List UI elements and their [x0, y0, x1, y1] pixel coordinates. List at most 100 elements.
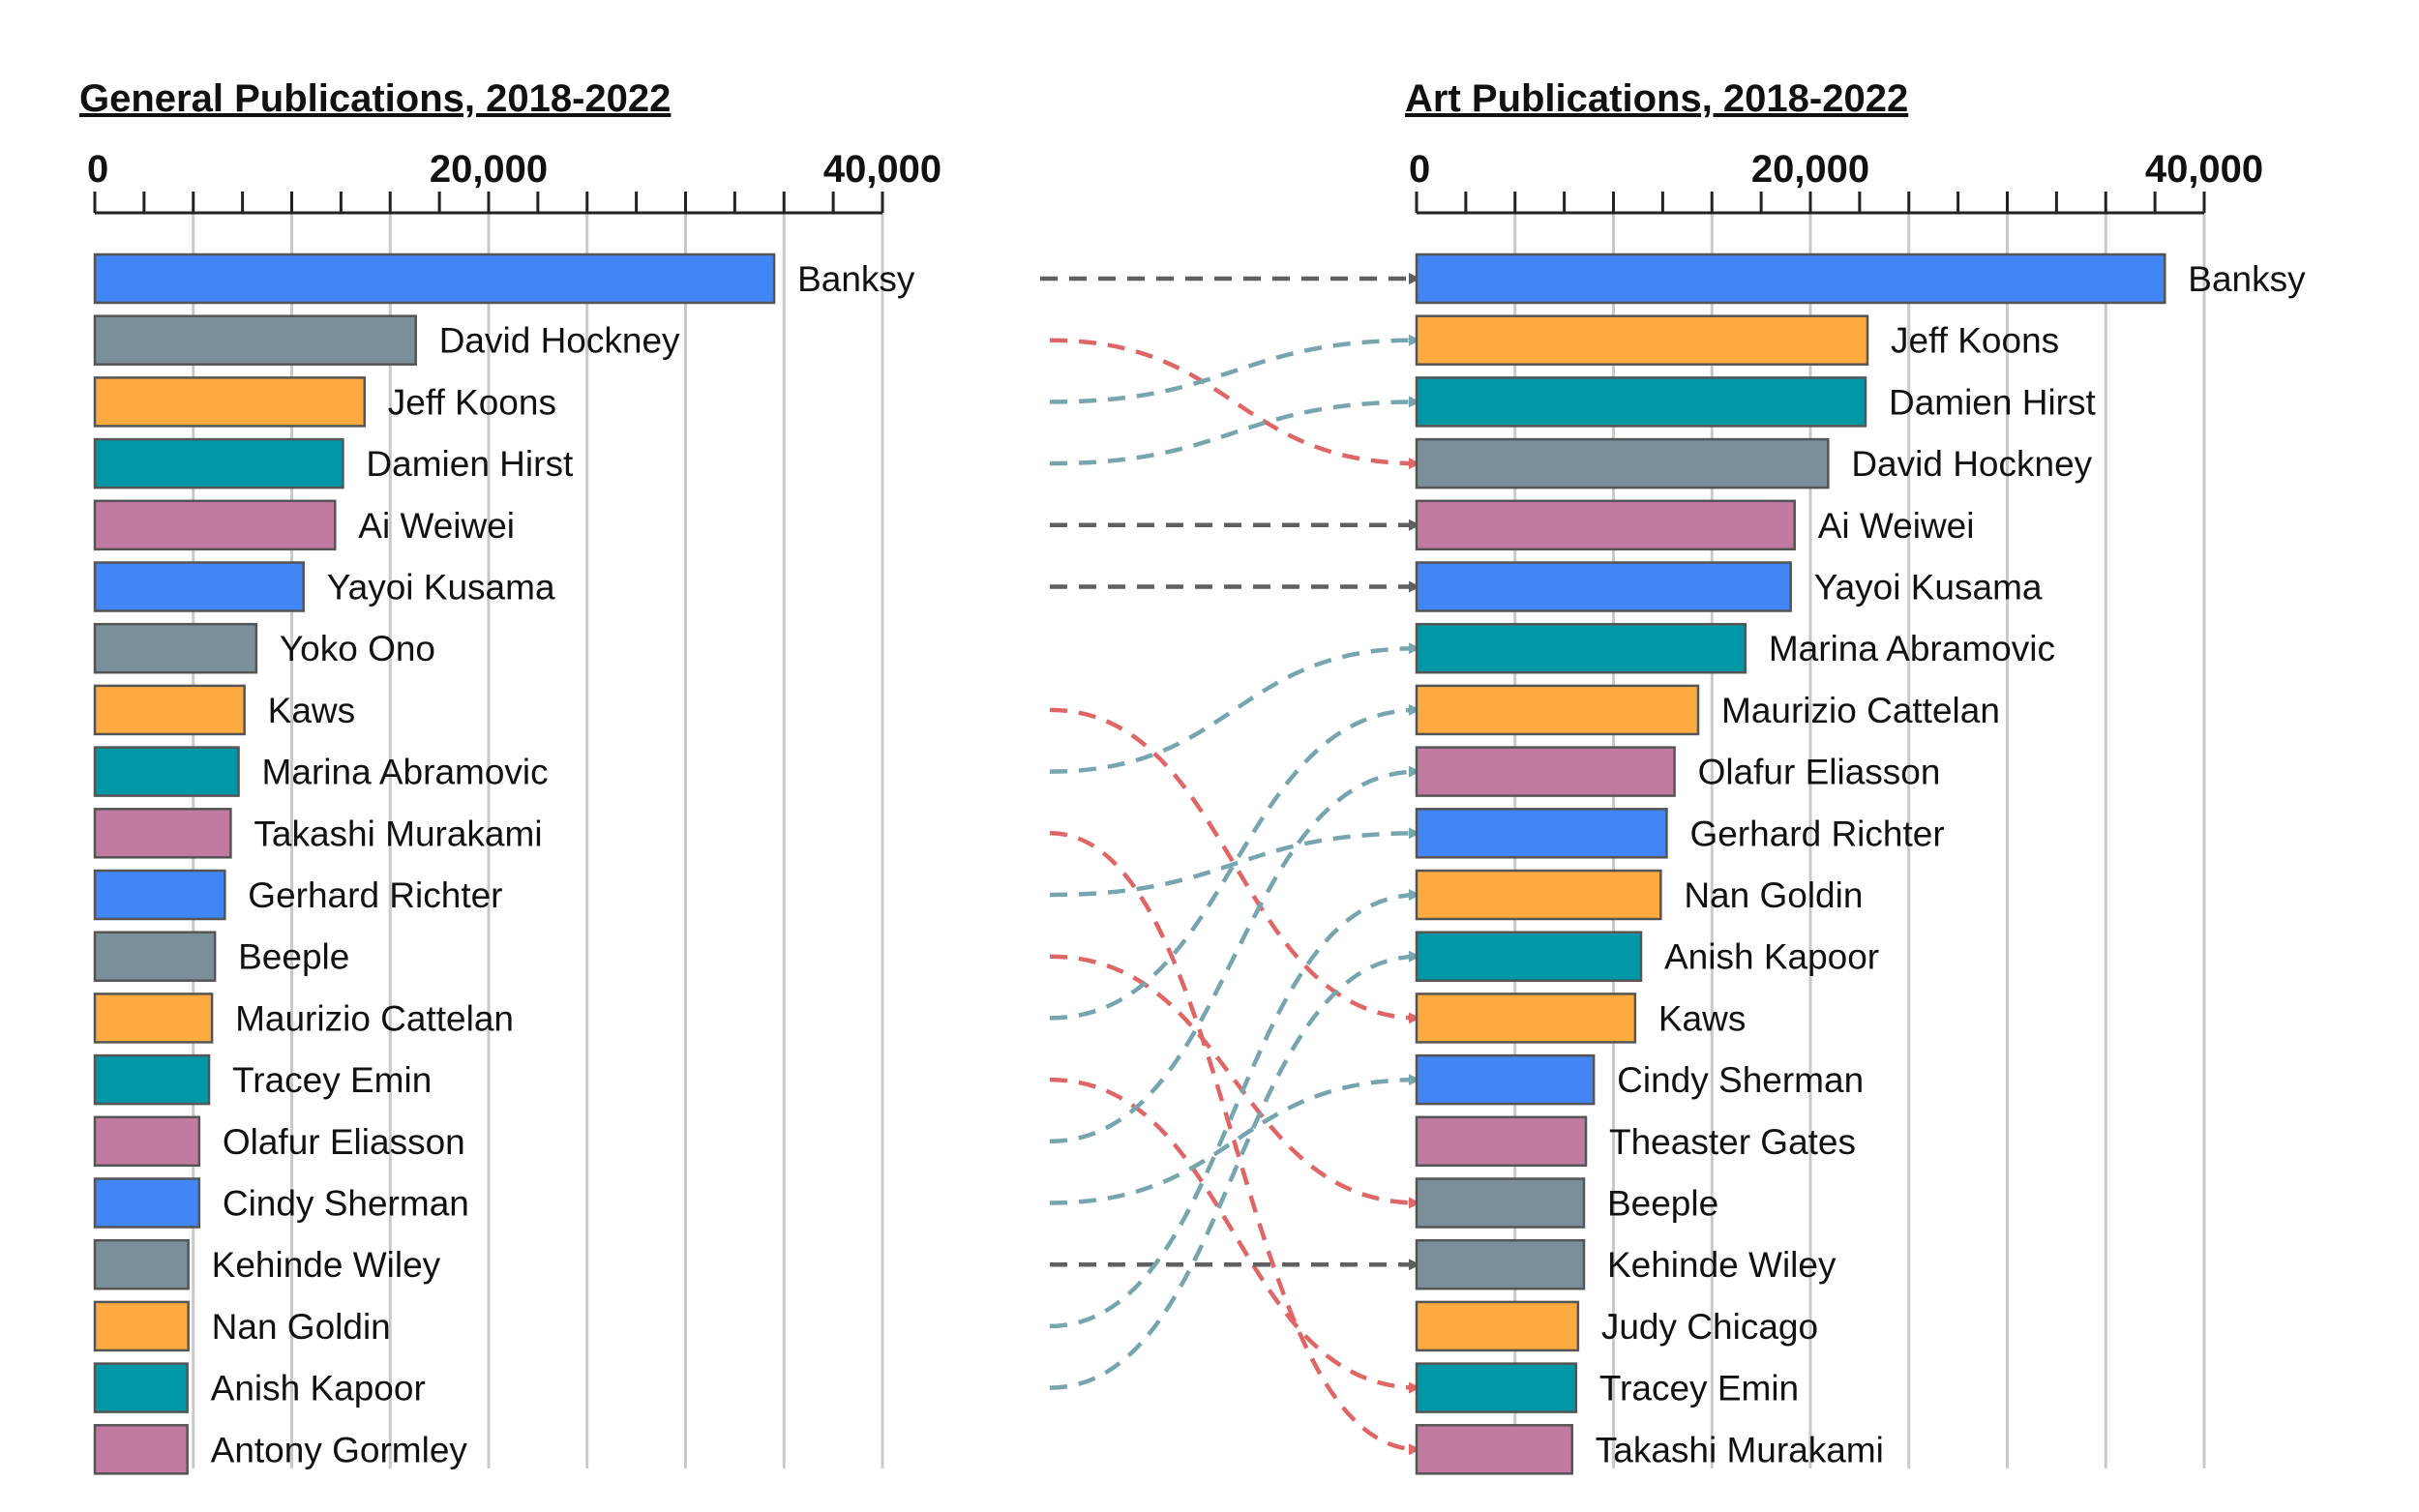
art-bar-olafur-eliasson	[1415, 746, 1676, 797]
connector-gerhard-richter	[1049, 827, 1420, 898]
connector-kaws	[1049, 707, 1420, 1024]
connector-david-hockney	[1049, 338, 1420, 470]
general-bar-label-antony-gormley: Antony Gormley	[211, 1430, 468, 1469]
general-bar-marina-abramovic	[93, 746, 240, 797]
general-bar-group-kaws: Kaws	[93, 684, 355, 736]
general-bar-label-takashi-murakami: Takashi Murakami	[254, 814, 542, 853]
art-bar-banksy	[1415, 252, 2166, 305]
art-bar-cindy-sherman	[1415, 1053, 1596, 1106]
art-bar-gerhard-richter	[1415, 808, 1668, 859]
general-bar-group-nan-goldin: Nan Goldin	[93, 1300, 391, 1352]
art-bar-group-yayoi-kusama: Yayoi Kusama	[1415, 561, 2043, 612]
general-bar-label-yayoi-kusama: Yayoi Kusama	[327, 568, 555, 608]
general-bar-label-yoko-ono: Yoko Ono	[280, 629, 435, 668]
art-bar-label-cindy-sherman: Cindy Sherman	[1617, 1060, 1864, 1100]
art-bar-judy-chicago	[1415, 1300, 1580, 1352]
art-bar-beeple	[1415, 1177, 1586, 1229]
art-bar-group-jeff-koons: Jeff Koons	[1415, 314, 2059, 366]
general-bar-group-gerhard-richter: Gerhard Richter	[93, 869, 503, 921]
art-bar-theaster-gates	[1415, 1115, 1588, 1168]
art-bar-david-hockney	[1415, 437, 1830, 489]
art-bar-group-tracey-emin: Tracey Emin	[1415, 1362, 1799, 1413]
general-bar-yoko-ono	[93, 622, 258, 674]
art-bar-group-david-hockney: David Hockney	[1415, 437, 2093, 489]
art-bar-group-theaster-gates: Theaster Gates	[1415, 1115, 1856, 1168]
connector-anish-kapoor	[1049, 950, 1420, 1390]
art-bar-label-maurizio-cattelan: Maurizio Cattelan	[1721, 691, 2000, 730]
general-bar-label-david-hockney: David Hockney	[439, 321, 680, 361]
connector-tracey-emin	[1049, 1077, 1420, 1394]
connector-marina-abramovic	[1049, 642, 1420, 774]
art-bar-label-tracey-emin: Tracey Emin	[1599, 1369, 1799, 1408]
general-bar-yayoi-kusama	[93, 561, 305, 612]
art-bars: Banksy Jeff Koons Damien Hirst David Hockne…	[1415, 252, 2306, 1475]
art-bar-group-kaws: Kaws	[1415, 993, 1746, 1044]
general-bar-group-cindy-sherman: Cindy Sherman	[93, 1177, 469, 1229]
art-bar-group-ai-weiwei: Ai Weiwei	[1415, 499, 1975, 551]
art-publications-title: Art Publications, 2018-2022	[1405, 77, 1908, 120]
general-bar-nan-goldin	[93, 1300, 190, 1352]
art-bar-label-beeple: Beeple	[1607, 1184, 1718, 1224]
general-bar-group-david-hockney: David Hockney	[93, 314, 680, 366]
general-bar-beeple	[93, 931, 217, 982]
art-bar-group-cindy-sherman: Cindy Sherman	[1415, 1053, 1864, 1106]
general-bar-banksy	[93, 252, 776, 305]
general-bar-maurizio-cattelan	[93, 993, 214, 1044]
general-bar-label-anish-kapoor: Anish Kapoor	[211, 1369, 426, 1408]
art-bar-label-banksy: Banksy	[2188, 259, 2306, 299]
general-bar-group-beeple: Beeple	[93, 931, 349, 982]
general-bar-label-banksy: Banksy	[797, 259, 915, 299]
general-bar-takashi-murakami	[93, 808, 232, 859]
general-bar-group-banksy: Banksy	[93, 252, 915, 305]
general-bar-label-kaws: Kaws	[268, 691, 355, 730]
art-bar-group-banksy: Banksy	[1415, 252, 2306, 305]
general-bar-label-olafur-eliasson: Olafur Eliasson	[223, 1122, 465, 1162]
art-tick-label: 40,000	[2145, 148, 2263, 191]
general-bar-label-ai-weiwei: Ai Weiwei	[358, 506, 515, 546]
art-bar-takashi-murakami	[1415, 1424, 1574, 1475]
art-bar-group-takashi-murakami: Takashi Murakami	[1415, 1424, 1884, 1475]
art-bar-tracey-emin	[1415, 1362, 1578, 1413]
general-bar-group-tracey-emin: Tracey Emin	[93, 1053, 432, 1106]
art-bar-label-judy-chicago: Judy Chicago	[1601, 1307, 1818, 1347]
art-bar-anish-kapoor	[1415, 931, 1643, 982]
general-bar-group-marina-abramovic: Marina Abramovic	[93, 746, 549, 797]
connector-nan-goldin	[1049, 889, 1420, 1329]
art-bar-group-nan-goldin: Nan Goldin	[1415, 869, 1863, 921]
general-bar-damien-hirst	[93, 437, 344, 489]
general-bar-group-yoko-ono: Yoko Ono	[93, 622, 435, 674]
art-bar-group-anish-kapoor: Anish Kapoor	[1415, 931, 1879, 982]
general-bar-label-nan-goldin: Nan Goldin	[212, 1307, 391, 1347]
general-x-axis: 0 20,000 40,000	[87, 148, 941, 215]
rank-change-connectors	[1040, 273, 1420, 1456]
art-bar-group-damien-hirst: Damien Hirst	[1415, 376, 2097, 428]
art-tick-label: 0	[1409, 148, 1430, 191]
art-bar-group-beeple: Beeple	[1415, 1177, 1718, 1229]
art-bar-yayoi-kusama	[1415, 561, 1792, 612]
art-bar-label-damien-hirst: Damien Hirst	[1889, 382, 2097, 422]
general-bar-jeff-koons	[93, 376, 367, 428]
general-bar-olafur-eliasson	[93, 1115, 201, 1168]
art-bar-group-marina-abramovic: Marina Abramovic	[1415, 622, 2055, 674]
general-bar-group-olafur-eliasson: Olafur Eliasson	[93, 1115, 465, 1168]
art-bar-ai-weiwei	[1415, 499, 1796, 551]
art-bar-label-ai-weiwei: Ai Weiwei	[1818, 506, 1975, 546]
art-bar-label-takashi-murakami: Takashi Murakami	[1596, 1430, 1884, 1469]
art-bar-nan-goldin	[1415, 869, 1662, 921]
general-bar-kaws	[93, 684, 246, 736]
general-bars: Banksy David Hockney Jeff Koons Damien Hirs…	[93, 252, 915, 1475]
art-bar-label-jeff-koons: Jeff Koons	[1891, 321, 2059, 361]
art-x-axis: 0 20,000 40,000	[1409, 148, 2263, 215]
art-bar-marina-abramovic	[1415, 622, 1747, 674]
art-bar-label-theaster-gates: Theaster Gates	[1609, 1122, 1856, 1162]
general-bar-group-ai-weiwei: Ai Weiwei	[93, 499, 515, 551]
general-bar-group-jeff-koons: Jeff Koons	[93, 376, 556, 428]
art-bar-group-judy-chicago: Judy Chicago	[1415, 1300, 1818, 1352]
art-bar-label-anish-kapoor: Anish Kapoor	[1664, 937, 1879, 977]
general-bar-label-kehinde-wiley: Kehinde Wiley	[212, 1245, 441, 1285]
general-tick-label: 20,000	[430, 148, 548, 191]
general-bar-group-yayoi-kusama: Yayoi Kusama	[93, 561, 555, 612]
art-bar-group-maurizio-cattelan: Maurizio Cattelan	[1415, 684, 2000, 736]
connector-olafur-eliasson	[1049, 765, 1420, 1144]
connector-takashi-murakami	[1049, 831, 1420, 1456]
